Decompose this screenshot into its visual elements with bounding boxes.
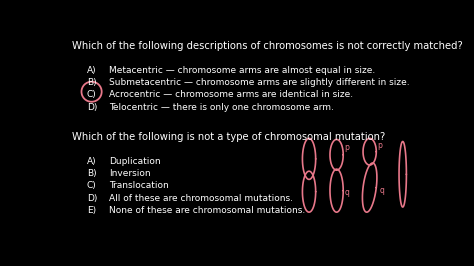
Text: Submetacentric — chromosome arms are slightly different in size.: Submetacentric — chromosome arms are sli… — [109, 78, 410, 87]
Text: All of these are chromosomal mutations.: All of these are chromosomal mutations. — [109, 194, 293, 203]
Text: D): D) — [87, 194, 97, 203]
Text: A): A) — [87, 157, 96, 166]
Text: Translocation: Translocation — [109, 181, 169, 190]
Text: D): D) — [87, 103, 97, 111]
Text: B): B) — [87, 78, 96, 87]
Text: Acrocentric — chromosome arms are identical in size.: Acrocentric — chromosome arms are identi… — [109, 90, 353, 99]
Text: Which of the following descriptions of chromosomes is not correctly matched?: Which of the following descriptions of c… — [72, 41, 463, 51]
Text: Duplication: Duplication — [109, 157, 161, 166]
Text: Inversion: Inversion — [109, 169, 150, 178]
Text: Telocentric — there is only one chromosome arm.: Telocentric — there is only one chromoso… — [109, 103, 334, 111]
Text: None of these are chromosomal mutations.: None of these are chromosomal mutations. — [109, 206, 305, 215]
Text: Which of the following is not a type of chromosomal mutation?: Which of the following is not a type of … — [72, 132, 385, 142]
Text: B): B) — [87, 169, 96, 178]
Text: p: p — [345, 143, 349, 152]
Text: E): E) — [87, 206, 96, 215]
Text: p: p — [378, 141, 383, 150]
Text: q: q — [380, 186, 384, 195]
Text: A): A) — [87, 66, 96, 75]
Text: C): C) — [87, 90, 97, 99]
Text: C): C) — [87, 181, 97, 190]
Text: q: q — [345, 188, 349, 197]
Text: Metacentric — chromosome arms are almost equal in size.: Metacentric — chromosome arms are almost… — [109, 66, 375, 75]
